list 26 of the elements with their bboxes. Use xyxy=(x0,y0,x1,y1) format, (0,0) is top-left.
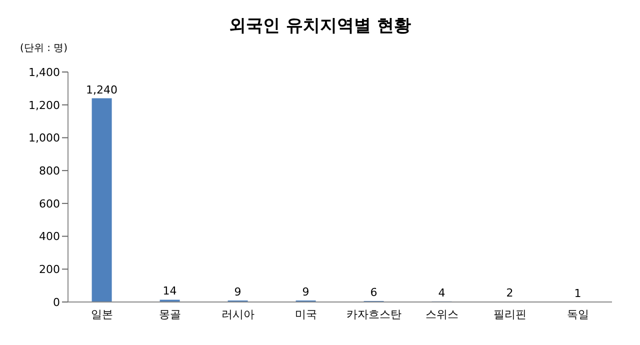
chart-title: 외국인 유치지역별 현황 xyxy=(228,15,412,36)
x-tick-label: 몽골 xyxy=(159,308,181,321)
data-label: 9 xyxy=(234,286,242,299)
x-tick-label: 필리핀 xyxy=(494,308,526,321)
x-tick-label: 독일 xyxy=(567,308,589,321)
data-label: 1,240 xyxy=(86,83,118,96)
data-label: 1 xyxy=(574,286,582,300)
data-label: 14 xyxy=(162,284,177,298)
data-label: 2 xyxy=(506,286,514,300)
data-label: 4 xyxy=(438,286,446,300)
y-tick-label: 1,200 xyxy=(28,98,60,112)
y-tick-label: 800 xyxy=(39,164,60,178)
x-tick-label: 러시아 xyxy=(222,308,254,321)
x-tick-label: 미국 xyxy=(295,308,317,321)
x-tick-label: 일본 xyxy=(91,308,113,321)
x-tick-label: 카자흐스탄 xyxy=(346,308,402,321)
y-tick-label: 1,400 xyxy=(28,66,60,79)
data-label: 6 xyxy=(370,286,378,300)
y-tick-label: 600 xyxy=(39,197,60,210)
y-tick-label: 1,000 xyxy=(28,132,60,145)
data-label: 9 xyxy=(302,286,310,299)
text: (단위 : 명) xyxy=(20,43,68,54)
y-tick-label: 200 xyxy=(39,263,60,276)
x-tick-label: 스위스 xyxy=(426,308,458,321)
y-tick-label: 400 xyxy=(39,230,60,244)
y-tick-label: 0 xyxy=(53,296,60,309)
